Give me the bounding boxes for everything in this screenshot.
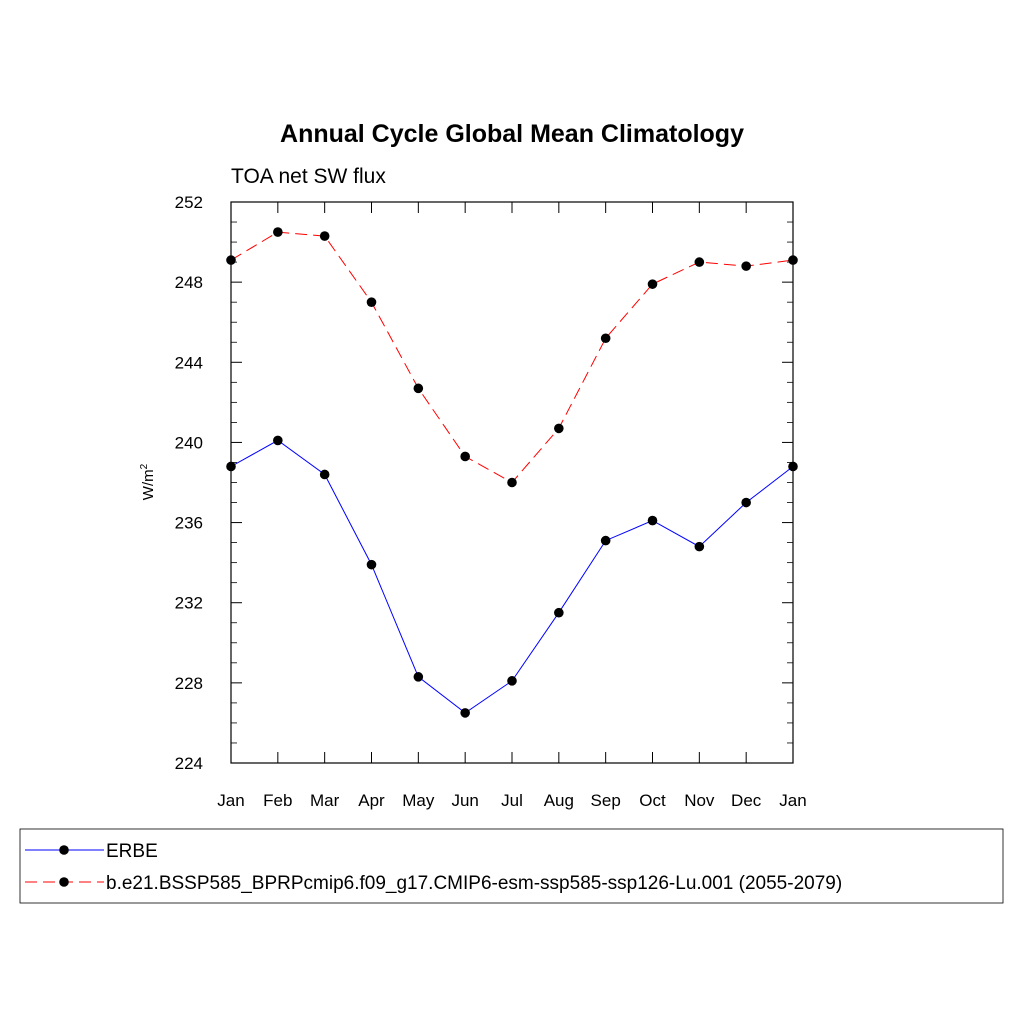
legend-label: b.e21.BSSP585_BPRPcmip6.f09_g17.CMIP6-es…: [106, 873, 842, 894]
legend-box: [19, 828, 1004, 904]
x-tick-label: Jul: [501, 791, 523, 810]
data-point: [319, 231, 330, 241]
y-tick-label: 236: [175, 514, 203, 533]
data-point: [788, 255, 798, 265]
x-tick-label: May: [402, 791, 435, 810]
data-point: [788, 461, 798, 472]
data-point: [554, 607, 564, 618]
y-tick-label: 224: [175, 754, 203, 773]
data-point: [741, 261, 751, 271]
x-tick-label: Jan: [779, 791, 806, 810]
axis-ticks: [230, 201, 794, 764]
data-point: [273, 435, 283, 446]
y-tick-labels: 224 228 232 236 240 244 248 252: [175, 193, 203, 773]
y-tick-label: 252: [175, 193, 203, 212]
data-point: [226, 461, 236, 472]
x-tick-label: Mar: [310, 791, 340, 810]
x-tick-label: Jun: [451, 791, 478, 810]
legend-marker: [59, 877, 69, 887]
x-tick-label: Dec: [731, 791, 762, 810]
data-point: [600, 333, 611, 344]
data-point: [694, 257, 705, 267]
data-point: [507, 477, 517, 488]
data-point: [366, 297, 377, 307]
x-tick-label: Sep: [591, 791, 621, 810]
x-tick-labels: Jan Feb Mar Apr May Jun Jul Aug Sep Oct Nov Dec Jan: [217, 791, 806, 810]
x-tick-label: Aug: [544, 791, 574, 810]
data-point: [507, 676, 517, 686]
legend: ERBE b.e21.BSSP585_BPRPcmip6.f09_g17.CMIP…: [25, 841, 842, 894]
data-point: [366, 559, 377, 570]
y-tick-label: 232: [175, 594, 203, 613]
data-point: [413, 672, 424, 682]
y-tick-label: 240: [175, 433, 203, 452]
y-axis-label-exponent: 2: [139, 463, 150, 469]
x-tick-label: Oct: [639, 791, 666, 810]
data-point: [600, 535, 611, 546]
data-point: [741, 497, 751, 508]
y-tick-label: 228: [175, 674, 203, 693]
data-point: [319, 469, 330, 480]
series-group: [226, 227, 798, 488]
data-point: [413, 383, 424, 394]
data-point: [226, 255, 236, 265]
data-point: [460, 708, 470, 718]
y-tick-label: 244: [175, 353, 203, 372]
data-point: [647, 279, 658, 289]
data-point: [273, 227, 283, 237]
y-tick-label: 248: [175, 273, 203, 292]
x-tick-label: Feb: [263, 791, 292, 810]
series-group: [226, 435, 798, 718]
x-tick-label: Jan: [217, 791, 244, 810]
chart-subtitle: TOA net SW flux: [231, 165, 386, 188]
data-point: [460, 451, 470, 462]
data-point: [647, 515, 658, 526]
chart-title: Annual Cycle Global Mean Climatology: [280, 120, 744, 148]
legend-label: ERBE: [106, 841, 158, 862]
y-axis-label-unit: W/m: [140, 469, 157, 500]
x-tick-label: Nov: [684, 791, 715, 810]
series-line: [230, 231, 794, 484]
legend-marker: [59, 845, 69, 855]
data-point: [554, 423, 564, 434]
x-tick-label: Apr: [358, 791, 385, 810]
series-layer: [226, 227, 798, 718]
data-point: [694, 541, 705, 552]
y-axis-label: W/m2: [139, 463, 157, 500]
